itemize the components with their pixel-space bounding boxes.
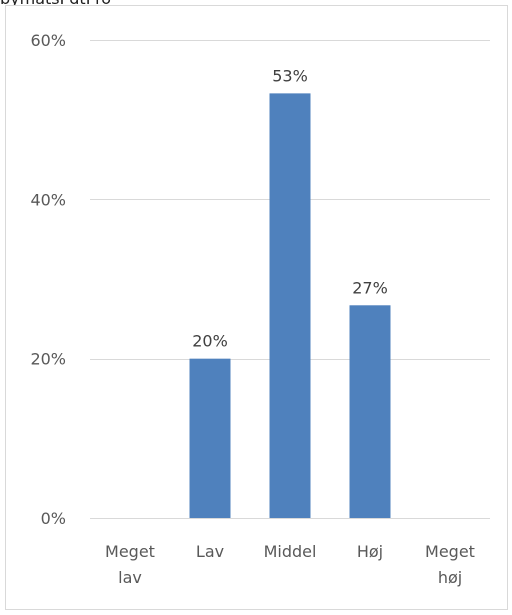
x-tick-label: Middel [264,542,317,561]
data-label: 27% [352,278,388,297]
bar [349,305,391,518]
y-tick-label: 40% [30,190,66,209]
x-tick-label-line: Meget [105,542,155,561]
x-tick-label-line: høj [438,568,462,587]
x-tick-label-line: lav [118,568,142,587]
y-tick-label: 0% [41,509,66,528]
chart-title-clipped: bymatsPdtPro [0,0,111,8]
data-labels: 20% 53% 27% [192,66,388,350]
x-tick-label: Høj [357,542,383,561]
data-label: 20% [192,332,228,351]
x-tick-label-line: Høj [357,542,383,561]
x-tick-label-line: Middel [264,542,317,561]
x-tick-label-line: Meget [425,542,475,561]
x-tick-label: Meget lav [105,542,155,587]
chart-frame [5,5,508,610]
x-tick-label: Meget høj [425,542,475,587]
bar [269,93,311,519]
x-tick-label: Lav [196,542,224,561]
data-label: 53% [272,66,308,85]
bars [189,93,391,519]
y-tick-label: 60% [30,31,66,50]
x-axis-tick-labels: Meget lav Lav Middel Høj Meget høj [105,542,475,587]
y-axis-tick-labels: 0% 20% 40% 60% [30,31,66,528]
y-tick-label: 20% [30,350,66,369]
bar [189,358,231,518]
x-tick-label-line: Lav [196,542,224,561]
